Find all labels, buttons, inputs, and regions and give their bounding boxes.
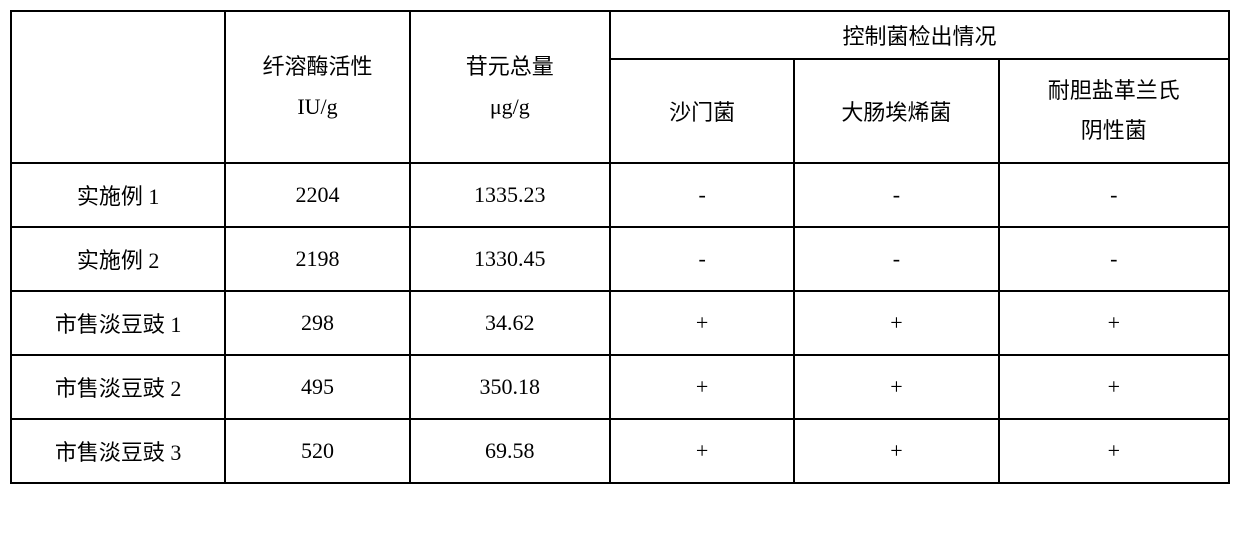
header-enzyme-line2: IU/g: [226, 87, 408, 127]
table-row: 市售淡豆豉 3 520 69.58 + + +: [11, 419, 1229, 483]
cell-b3: +: [999, 355, 1229, 419]
cell-b3: +: [999, 419, 1229, 483]
cell-b3: +: [999, 291, 1229, 355]
cell-label: 市售淡豆豉 1: [11, 291, 225, 355]
header-blank: [11, 11, 225, 163]
cell-enzyme: 2198: [225, 227, 409, 291]
header-group-bacteria: 控制菌检出情况: [610, 11, 1229, 59]
cell-b2: +: [794, 355, 998, 419]
header-bile-line1: 耐胆盐革兰氏: [1000, 71, 1228, 111]
cell-b2: +: [794, 291, 998, 355]
cell-enzyme: 298: [225, 291, 409, 355]
header-bile-gram-neg: 耐胆盐革兰氏 阴性菌: [999, 59, 1229, 163]
cell-b2: -: [794, 163, 998, 227]
header-enzyme-activity: 纤溶酶活性 IU/g: [225, 11, 409, 163]
table-row: 实施例 2 2198 1330.45 - - -: [11, 227, 1229, 291]
cell-b1: +: [610, 291, 794, 355]
cell-b1: -: [610, 227, 794, 291]
cell-enzyme: 2204: [225, 163, 409, 227]
cell-b1: +: [610, 419, 794, 483]
cell-total: 1335.23: [410, 163, 610, 227]
table-row: 市售淡豆豉 2 495 350.18 + + +: [11, 355, 1229, 419]
header-total-line2: μg/g: [411, 87, 609, 127]
cell-b1: -: [610, 163, 794, 227]
cell-label: 市售淡豆豉 3: [11, 419, 225, 483]
cell-total: 1330.45: [410, 227, 610, 291]
cell-b1: +: [610, 355, 794, 419]
table-row: 实施例 1 2204 1335.23 - - -: [11, 163, 1229, 227]
cell-total: 350.18: [410, 355, 610, 419]
header-bile-line2: 阴性菌: [1000, 111, 1228, 151]
cell-b2: -: [794, 227, 998, 291]
header-total-aglycone: 苷元总量 μg/g: [410, 11, 610, 163]
header-ecoli: 大肠埃烯菌: [794, 59, 998, 163]
header-enzyme-line1: 纤溶酶活性: [226, 47, 408, 87]
cell-total: 69.58: [410, 419, 610, 483]
cell-enzyme: 520: [225, 419, 409, 483]
cell-b3: -: [999, 227, 1229, 291]
header-total-line1: 苷元总量: [411, 47, 609, 87]
cell-label: 实施例 1: [11, 163, 225, 227]
cell-enzyme: 495: [225, 355, 409, 419]
data-table: 纤溶酶活性 IU/g 苷元总量 μg/g 控制菌检出情况 沙门菌 大肠埃烯菌 耐…: [10, 10, 1230, 484]
cell-total: 34.62: [410, 291, 610, 355]
header-salmonella: 沙门菌: [610, 59, 794, 163]
cell-label: 市售淡豆豉 2: [11, 355, 225, 419]
cell-b3: -: [999, 163, 1229, 227]
table-row: 市售淡豆豉 1 298 34.62 + + +: [11, 291, 1229, 355]
cell-label: 实施例 2: [11, 227, 225, 291]
cell-b2: +: [794, 419, 998, 483]
